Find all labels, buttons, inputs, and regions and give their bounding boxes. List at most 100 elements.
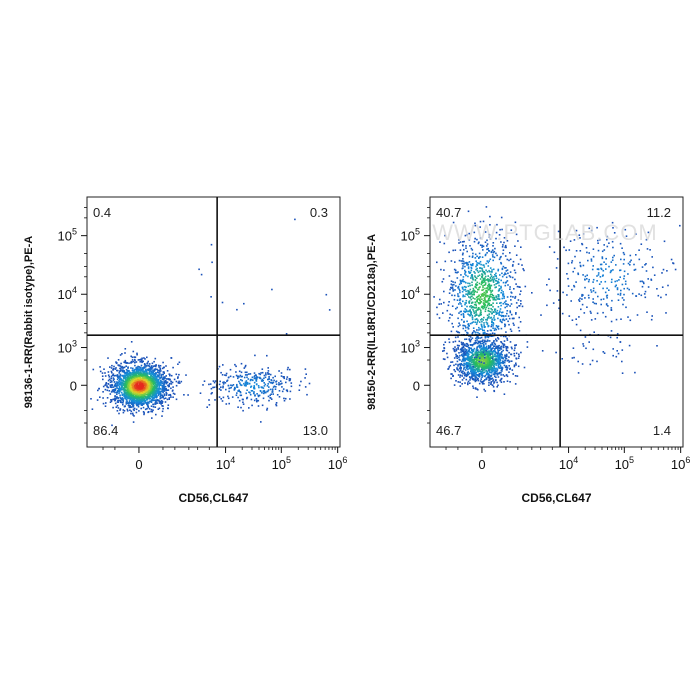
data-point [139,388,142,391]
data-point [500,381,503,383]
data-point [123,395,126,398]
data-point [164,376,166,378]
data-point [138,410,140,412]
data-point [514,278,516,281]
data-point [155,389,157,391]
data-point [505,270,508,272]
data-point [156,377,158,380]
data-point [484,331,486,334]
data-point [238,370,241,373]
data-point [161,394,164,397]
data-point [128,373,130,376]
data-point [275,381,277,383]
data-point [157,384,159,386]
data-point [464,338,466,341]
data-point [477,336,479,338]
data-point [136,372,139,375]
data-point [116,369,118,372]
data-point [475,304,477,307]
data-point [171,381,174,384]
data-point [117,359,120,361]
data-point [498,234,501,236]
data-points [90,218,331,427]
data-point [465,290,467,293]
data-point [485,373,488,375]
data-point [151,379,153,382]
data-point [505,345,507,348]
data-point [462,327,465,330]
data-point [476,368,478,370]
data-point [114,389,117,391]
data-point [118,386,121,389]
data-point [137,365,139,368]
data-point [165,394,168,396]
data-point [253,372,256,374]
data-point [162,361,164,364]
data-point [214,399,216,401]
data-point [487,325,489,328]
data-point [138,386,141,389]
data-point [465,363,467,365]
data-point [159,383,161,386]
data-point [157,370,159,372]
data-point [146,373,148,376]
data-point [147,397,150,399]
data-point [465,309,468,311]
data-point [105,402,107,404]
data-point [286,368,289,371]
data-point [467,380,470,383]
data-point [479,365,481,368]
data-point [458,239,460,241]
data-point [154,357,157,360]
data-point [160,382,162,384]
data-point [504,244,507,247]
data-point [474,380,477,383]
data-point [474,224,477,227]
data-point [505,347,508,350]
data-point [469,358,472,361]
data-point [471,255,474,257]
data-point [467,368,469,371]
data-point [466,293,469,295]
data-point [484,231,487,233]
data-point [458,356,460,359]
data-point [516,375,519,377]
data-point [523,366,526,369]
data-point [471,322,473,324]
data-point [462,343,464,345]
data-point [154,402,156,404]
data-point [462,265,464,267]
data-point [491,359,493,362]
data-point [485,370,487,372]
data-point [475,376,477,378]
data-point [489,345,492,348]
data-point [150,382,152,385]
data-point [503,241,505,244]
data-point [478,373,481,375]
data-point [502,318,505,320]
data-point [162,407,164,410]
data-point [267,370,270,372]
data-point [136,382,139,385]
data-point [126,381,129,384]
data-point [122,398,124,400]
data-point [290,382,293,384]
data-point [500,367,503,369]
data-point [133,415,135,417]
data-point [243,382,245,385]
data-point [479,353,482,355]
data-point [246,376,248,379]
data-point [156,392,158,395]
data-point [132,369,135,372]
data-point [140,407,142,410]
data-point [470,338,473,341]
data-point [451,373,453,375]
data-point [237,377,239,380]
data-point [149,400,152,403]
data-point [232,376,235,378]
data-point [487,261,490,264]
data-point [449,313,451,316]
data-point [463,352,466,354]
data-point [465,375,468,378]
data-point [131,401,134,404]
